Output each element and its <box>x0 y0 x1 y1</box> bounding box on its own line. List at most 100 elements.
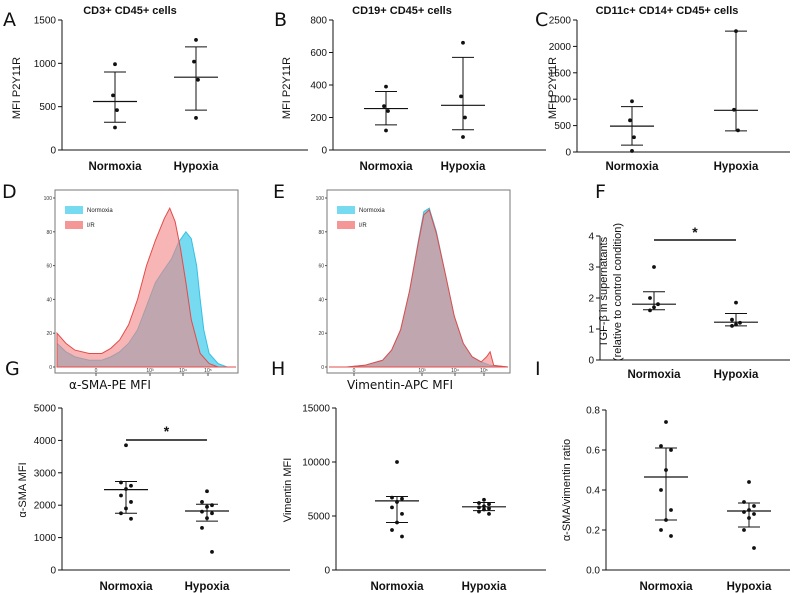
y-tick-label: 0 <box>565 148 571 159</box>
data-point <box>732 107 736 112</box>
data-point <box>129 483 133 488</box>
y-tick-label: 0 <box>321 365 324 371</box>
legend-swatch <box>337 221 355 229</box>
y-tick-label: 2000 <box>549 42 572 53</box>
data-point <box>205 516 209 521</box>
data-point <box>734 300 738 305</box>
y-tick-label: 1500 <box>549 68 572 79</box>
y-tick-label: 15000 <box>302 404 330 415</box>
y-tick-label: 400 <box>310 81 327 92</box>
data-point <box>630 99 634 104</box>
data-point <box>200 525 204 530</box>
data-point <box>205 489 209 494</box>
data-point <box>747 516 751 520</box>
data-point <box>648 296 652 300</box>
data-point <box>659 488 663 492</box>
data-point <box>487 511 491 516</box>
data-point <box>192 59 196 64</box>
data-point <box>205 504 209 509</box>
data-point <box>482 507 486 512</box>
data-point <box>730 317 734 322</box>
data-point <box>652 305 656 310</box>
legend-label: Normoxia <box>87 208 113 214</box>
y-tick-label: 500 <box>39 102 56 113</box>
y-tick-label: 4 <box>588 232 594 243</box>
data-point <box>752 546 756 550</box>
data-point <box>113 62 117 67</box>
y-tick-label: 0.0 <box>586 566 600 577</box>
data-point <box>390 505 394 510</box>
category-label: Hypoxia <box>441 161 486 173</box>
significance-star: * <box>692 224 698 240</box>
y-tick-label: 1000 <box>549 95 572 106</box>
y-axis-label: MFI P2Y11R <box>11 57 23 119</box>
y-tick-label: 600 <box>310 48 327 59</box>
data-point <box>384 128 388 133</box>
y-tick-label: 80 <box>318 230 324 236</box>
category-label: Hypoxia <box>174 161 219 173</box>
data-point <box>656 302 660 307</box>
data-point <box>194 38 198 42</box>
data-point <box>400 534 404 539</box>
y-tick-label: 0.8 <box>586 406 600 417</box>
data-point <box>395 460 399 464</box>
legend-swatch <box>65 206 83 214</box>
data-point <box>659 444 663 448</box>
data-point <box>115 108 119 113</box>
data-point <box>628 118 632 123</box>
y-axis-label: MFI P2Y11R <box>547 57 559 119</box>
y-tick-label: 3 <box>588 263 594 274</box>
category-label: Hypoxia <box>462 581 507 593</box>
x-axis-label: Vimentin-APC MFI <box>347 378 453 392</box>
data-point <box>400 496 404 501</box>
y-tick-label: 1500 <box>34 16 57 27</box>
y-tick-label: 0 <box>588 356 594 367</box>
data-point <box>742 500 746 504</box>
y-tick-label: 60 <box>318 264 324 270</box>
data-point <box>400 511 404 516</box>
data-point <box>382 104 386 109</box>
panel-title: CD19+ CD45+ cells <box>352 5 452 17</box>
panel-label: D <box>2 181 17 203</box>
y-tick-label: 0.2 <box>586 526 600 537</box>
data-point <box>390 528 394 532</box>
data-point <box>113 125 117 130</box>
category-label: Hypoxia <box>714 369 759 381</box>
data-point <box>210 503 214 508</box>
y-axis-label: Vimentin MFI <box>282 458 294 523</box>
y-tick-label: 5000 <box>308 512 331 523</box>
x-tick-label: 0 <box>95 368 98 374</box>
data-point <box>648 308 652 313</box>
y-tick-label: 1 <box>588 325 594 336</box>
data-point <box>461 135 465 139</box>
y-tick-label: 3000 <box>34 468 57 479</box>
data-point <box>459 94 463 99</box>
data-point <box>194 116 198 120</box>
data-point <box>734 29 738 33</box>
data-point <box>669 508 673 512</box>
category-label: Normoxia <box>627 369 681 381</box>
panel-label: A <box>3 9 16 31</box>
data-point <box>730 324 734 328</box>
category-label: Normoxia <box>605 161 659 173</box>
panel-label: B <box>274 9 287 31</box>
data-point <box>669 448 673 452</box>
data-point <box>659 528 663 532</box>
data-point <box>482 497 486 502</box>
y-tick-label: 60 <box>46 264 52 270</box>
data-point <box>477 501 481 505</box>
y-tick-label: 2500 <box>549 16 572 27</box>
data-point <box>652 265 656 269</box>
y-tick-label: 4000 <box>34 436 57 447</box>
category-label: Normoxia <box>99 581 153 593</box>
category-label: Hypoxia <box>185 581 230 593</box>
y-tick-label: 5000 <box>34 404 57 415</box>
data-point <box>752 512 756 516</box>
legend-swatch <box>65 221 83 229</box>
y-axis-label: (relative to control condition) <box>612 223 624 361</box>
y-tick-label: 0 <box>50 566 56 577</box>
x-tick-label: 10⁴ <box>179 368 187 374</box>
data-point <box>734 322 738 327</box>
data-point <box>664 468 668 472</box>
significance-star: * <box>164 423 170 439</box>
